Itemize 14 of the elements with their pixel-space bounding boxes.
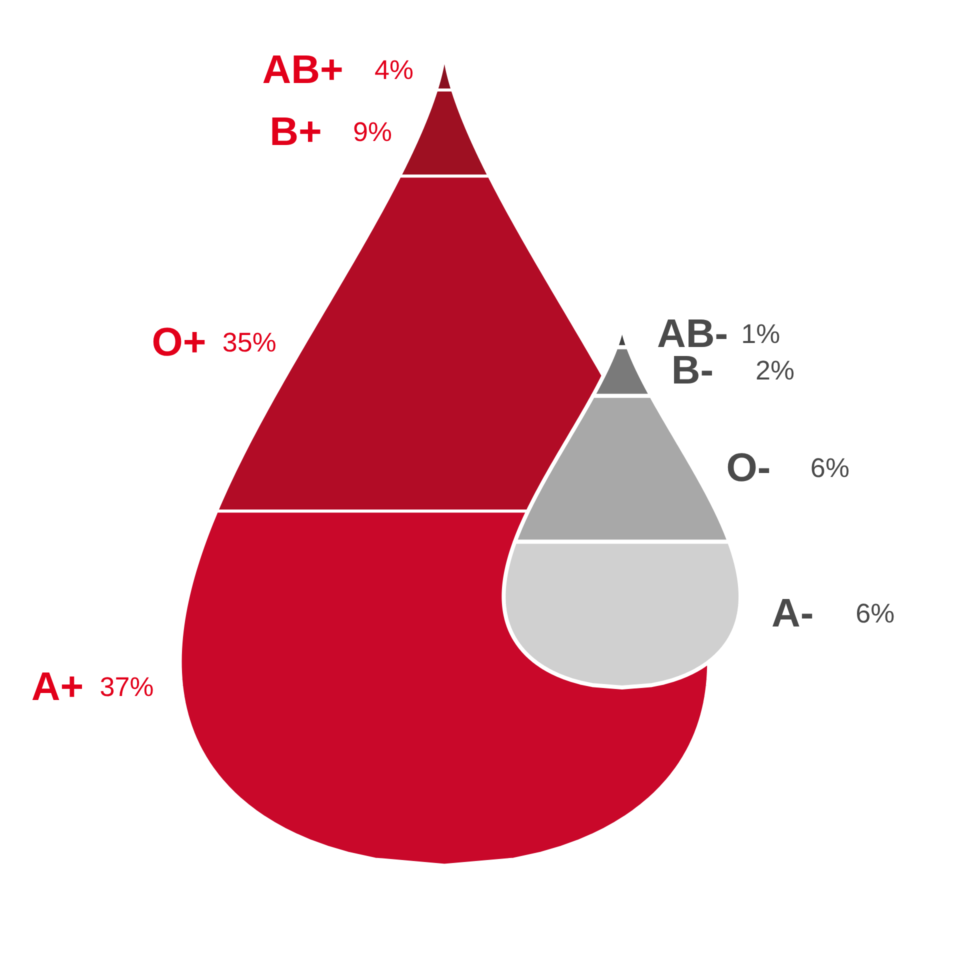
- data-label: 2%: [756, 356, 795, 386]
- category-label: A-: [772, 592, 814, 636]
- data-label: 35%: [222, 328, 276, 358]
- data-label: 1%: [741, 319, 780, 350]
- category-label: B+: [270, 110, 322, 154]
- category-label: A+: [31, 665, 84, 710]
- category-label: O-: [726, 446, 771, 490]
- data-label: 4%: [374, 54, 414, 85]
- data-label: 6%: [856, 598, 895, 629]
- data-label: 37%: [100, 672, 154, 702]
- category-label: AB+: [262, 48, 344, 92]
- data-label: 9%: [352, 117, 392, 148]
- data-label: 6%: [810, 452, 850, 483]
- category-label: O+: [152, 320, 206, 365]
